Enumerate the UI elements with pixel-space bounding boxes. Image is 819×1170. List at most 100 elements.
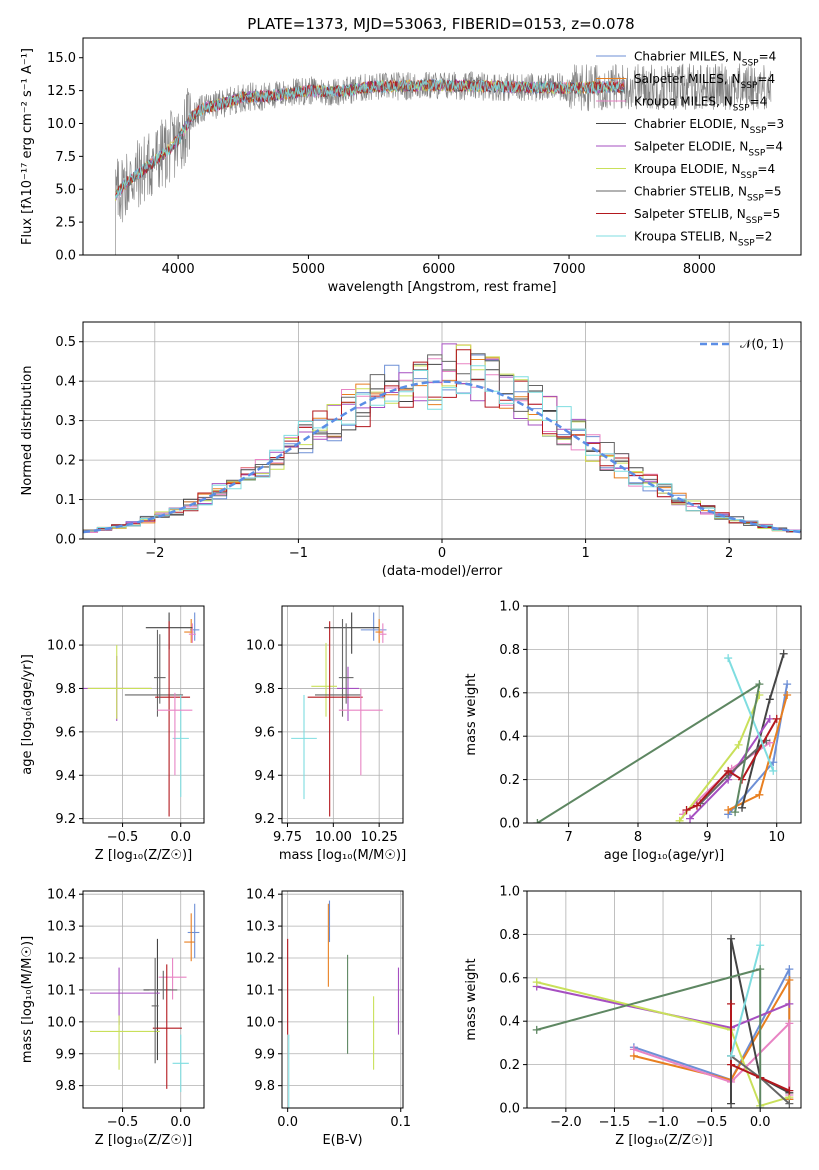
axes-frame: [82, 37, 802, 256]
y-tick-label: 9.8: [254, 1079, 275, 1094]
x-tick-label: 10.25: [361, 830, 398, 845]
x-axis-label: E(B-V): [322, 1133, 362, 1148]
y-tick-label: 10.0: [246, 639, 275, 654]
weight-marker: [533, 819, 542, 823]
y-tick-label: 0.1: [55, 493, 76, 508]
weight-marker: [629, 1045, 638, 1054]
y-axis-label: mass [log₁₀(M/M☉)]: [20, 936, 35, 1063]
legend-entry: Chabrier ELODIE, NSSP=3: [634, 117, 784, 136]
y-tick-label: 9.8: [55, 1079, 76, 1094]
y-tick-label: 0.2: [499, 773, 520, 788]
y-tick-label: 15.0: [47, 51, 76, 66]
weight-marker: [783, 690, 792, 699]
x-tick-label: 7: [564, 830, 572, 845]
weight-marker: [785, 1086, 794, 1095]
weight-marker: [675, 816, 684, 823]
x-tick-label: −0.5: [107, 830, 139, 845]
x-tick-label: 9: [703, 830, 711, 845]
x-tick-label: 4000: [162, 262, 195, 277]
y-tick-label: 0.6: [499, 971, 520, 986]
weight-marker: [727, 934, 736, 943]
axes-frame: [526, 890, 802, 1109]
y-tick-label: 0.0: [55, 249, 76, 264]
y-tick-label: 0.4: [55, 375, 76, 390]
x-tick-label: −0.5: [696, 1115, 728, 1130]
weight-marker: [692, 801, 701, 810]
y-tick-label: 1.0: [499, 885, 520, 900]
plot-area: [83, 343, 801, 534]
x-tick-label: 9.75: [273, 830, 302, 845]
axes-frame: [526, 605, 802, 824]
y-tick-label: 0.0: [499, 817, 520, 832]
x-tick-label: 1: [581, 546, 589, 561]
plot-area: [113, 63, 772, 255]
weight-line-8: [730, 945, 762, 1057]
weight-marker: [755, 680, 764, 689]
x-axis-label: wavelength [Angstrom, rest frame]: [328, 280, 557, 295]
y-tick-label: 10.4: [246, 888, 275, 903]
x-tick-label: 7000: [553, 262, 586, 277]
weight-marker: [785, 1099, 794, 1108]
plot-area: [287, 900, 400, 1108]
residual-hist-4: [83, 343, 801, 531]
axes-frame: [281, 605, 404, 824]
weight-marker: [727, 1051, 736, 1060]
y-tick-label: 9.4: [55, 769, 76, 784]
x-axis-label: age [log₁₀(age/yr)]: [604, 848, 725, 863]
x-tick-label: 0.0: [170, 830, 191, 845]
weight-marker: [769, 766, 778, 775]
x-tick-label: 6000: [422, 262, 455, 277]
weight-marker: [727, 1060, 736, 1069]
y-tick-label: 9.8: [55, 682, 76, 697]
y-tick-label: 9.6: [55, 725, 76, 740]
x-tick-label: 5000: [292, 262, 325, 277]
weight-marker: [727, 999, 736, 1008]
y-tick-label: 10.3: [47, 920, 76, 935]
x-tick-label: 0.0: [277, 1115, 298, 1130]
weight-marker: [756, 965, 765, 974]
weight-marker: [785, 1019, 794, 1028]
x-tick-label: 0: [438, 546, 446, 561]
weight-marker: [724, 766, 733, 775]
y-tick-label: 2.5: [55, 216, 76, 231]
x-tick-label: 10.00: [315, 830, 352, 845]
y-tick-label: 0.4: [499, 730, 520, 745]
y-tick-label: 1.0: [499, 600, 520, 615]
y-tick-label: 0.2: [55, 454, 76, 469]
legend-entry: Salpeter ELODIE, NSSP=4: [634, 140, 783, 159]
y-tick-label: 0.0: [55, 533, 76, 548]
x-tick-label: 8000: [683, 262, 716, 277]
weight-line-9: [536, 682, 761, 823]
weight-marker: [727, 1099, 736, 1108]
x-axis-label: mass [log₁₀(M/M☉)]: [279, 848, 406, 863]
y-tick-label: 10.1: [47, 983, 76, 998]
weight-marker: [686, 814, 695, 823]
weight-line-8: [727, 657, 775, 772]
y-tick-label: 10.0: [47, 117, 76, 132]
weight-marker: [765, 695, 774, 704]
y-tick-label: 0.3: [55, 414, 76, 429]
y-tick-label: 10.3: [246, 920, 275, 935]
plot-area: [83, 612, 200, 817]
y-tick-label: 9.6: [254, 725, 275, 740]
weight-marker: [724, 805, 733, 814]
y-tick-label: 0.2: [499, 1058, 520, 1073]
x-tick-label: 2: [725, 546, 733, 561]
x-tick-label: −2: [145, 546, 164, 561]
legend-entry: 𝒩(0, 1): [740, 337, 784, 351]
weight-marker: [783, 680, 792, 689]
weight-marker: [785, 975, 794, 984]
observed-spectrum: [113, 63, 772, 255]
y-tick-label: 0.6: [499, 686, 520, 701]
legend-entry: Kroupa ELODIE, NSSP=4: [634, 162, 775, 181]
model-spectrum-8: [115, 78, 625, 199]
weight-marker: [734, 740, 743, 749]
axes-frame: [82, 890, 205, 1109]
weight-marker: [772, 714, 781, 723]
y-tick-label: 12.5: [47, 84, 76, 99]
y-tick-label: 9.2: [254, 812, 275, 827]
x-tick-label: −0.5: [107, 1115, 139, 1130]
x-tick-label: 0.0: [750, 1115, 771, 1130]
x-tick-label: 0.1: [390, 1115, 411, 1130]
y-tick-label: 0.8: [499, 928, 520, 943]
